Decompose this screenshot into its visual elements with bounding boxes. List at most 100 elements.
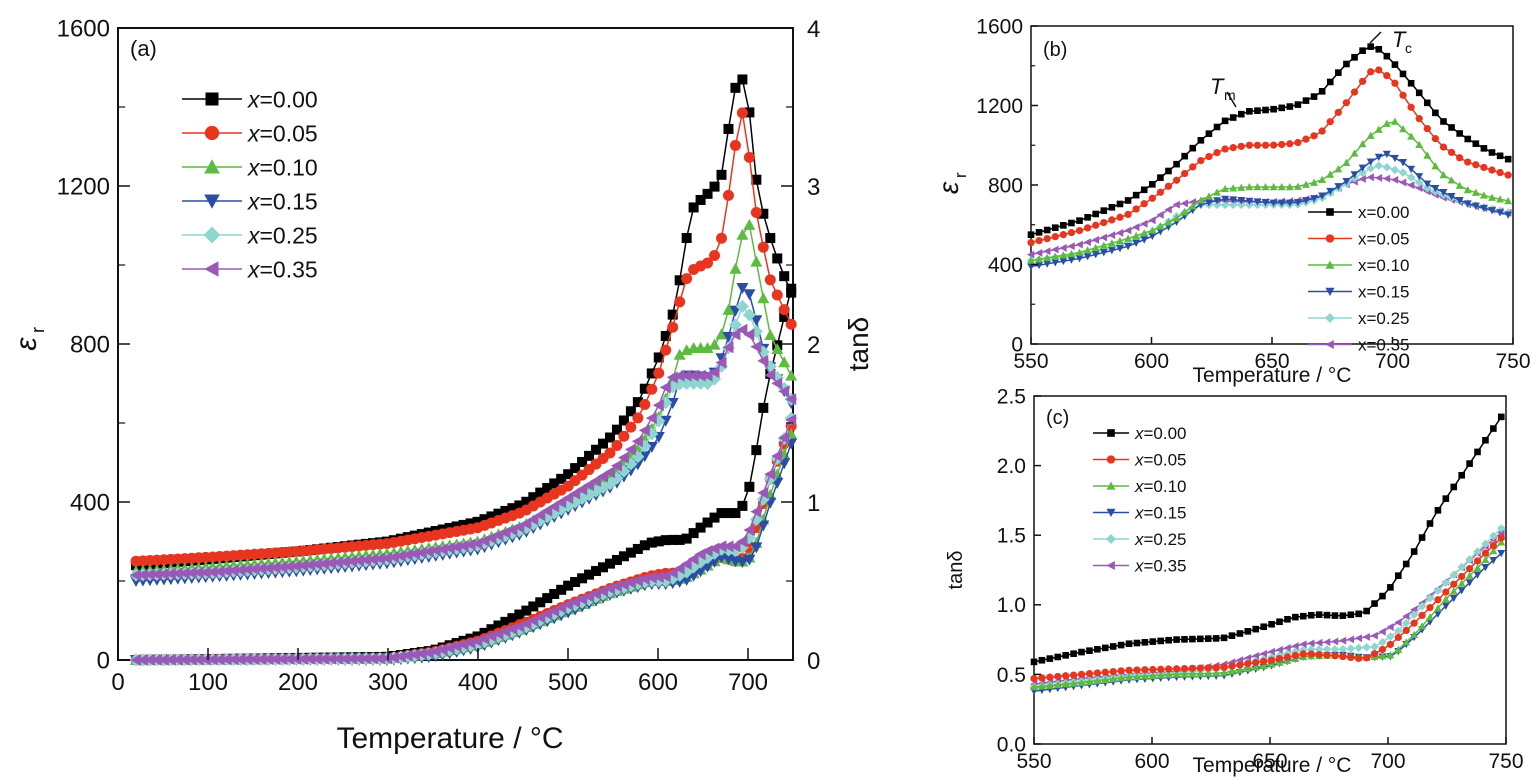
- data-point: [1418, 534, 1426, 541]
- data-point: [1237, 110, 1245, 118]
- data-point: [1253, 198, 1262, 206]
- data-point: [479, 627, 490, 638]
- data-point: [1450, 483, 1458, 491]
- panel-c-label: (c): [1046, 407, 1069, 429]
- data-point: [1038, 656, 1046, 664]
- data-point: [1133, 639, 1141, 647]
- data-point: [1302, 97, 1310, 104]
- data-point: [743, 289, 756, 301]
- data-point: [1188, 198, 1197, 207]
- data-point: [1030, 674, 1038, 683]
- data-point: [624, 576, 636, 589]
- x-tick-label: 300: [368, 669, 408, 696]
- data-point: [1197, 156, 1205, 165]
- data-point: [1212, 669, 1221, 677]
- data-point: [1275, 645, 1283, 654]
- data-point: [276, 561, 288, 574]
- panel-c-plot-area: [1029, 413, 1506, 696]
- data-point: [1480, 145, 1488, 152]
- data-point: [479, 514, 490, 525]
- legend-label: x=0.10: [247, 154, 318, 180]
- data-point: [778, 356, 791, 368]
- data-point: [1302, 197, 1310, 205]
- data-point: [604, 558, 615, 569]
- data-point: [764, 328, 777, 340]
- data-point: [1390, 175, 1399, 184]
- data-point: [1456, 154, 1464, 162]
- data-point: [1245, 197, 1254, 205]
- data-point: [1294, 101, 1302, 108]
- data-point: [521, 496, 532, 507]
- data-point: [1310, 132, 1318, 140]
- data-point: [1425, 594, 1435, 603]
- data-point: [1441, 578, 1451, 588]
- data-point: [1441, 595, 1450, 603]
- data-point: [715, 356, 727, 369]
- data-point: [1075, 255, 1084, 263]
- data-point: [1278, 104, 1286, 112]
- data-point: [730, 82, 741, 93]
- data-point: [1439, 170, 1448, 179]
- data-point: [1093, 669, 1101, 677]
- data-point: [1278, 140, 1286, 149]
- data-point: [653, 352, 664, 363]
- data-point: [625, 406, 636, 417]
- data-point: [750, 255, 763, 267]
- data-point: [1497, 413, 1505, 421]
- data-point: [1496, 168, 1504, 177]
- data-point: [514, 609, 525, 620]
- legend-label: x=0.10: [1358, 256, 1410, 275]
- data-point: [1285, 183, 1294, 191]
- data-point: [1181, 169, 1189, 178]
- data-point: [604, 432, 615, 443]
- data-point: [360, 554, 372, 567]
- data-point: [1302, 135, 1310, 143]
- data-point: [1442, 588, 1450, 596]
- data-point: [1390, 154, 1399, 163]
- data-point: [1117, 641, 1125, 649]
- data-point: [500, 616, 511, 627]
- data-point: [1434, 507, 1442, 514]
- data-point: [1363, 654, 1371, 662]
- y2-tick-label: 1: [807, 490, 820, 517]
- data-point: [136, 653, 148, 666]
- tm-annotation-main: T: [1210, 74, 1225, 99]
- data-point: [1458, 572, 1466, 581]
- data-point: [744, 481, 755, 492]
- legend-item: x=0.10: [1308, 256, 1410, 275]
- data-point: [1456, 130, 1463, 137]
- data-point: [1124, 197, 1132, 204]
- panel-c-x-axis-title: Temperature / °C: [1193, 754, 1352, 777]
- data-point: [1125, 640, 1133, 648]
- data-point: [1270, 105, 1277, 113]
- data-point: [1165, 636, 1172, 644]
- data-point: [1479, 204, 1488, 213]
- data-point: [457, 539, 469, 552]
- data-point: [1463, 200, 1472, 208]
- data-point: [1140, 236, 1149, 244]
- data-point: [750, 315, 763, 327]
- data-point: [1148, 232, 1157, 241]
- data-point: [1339, 652, 1347, 661]
- x-tick-label: 700: [1375, 350, 1410, 373]
- data-point: [1251, 651, 1260, 660]
- data-point: [1148, 226, 1157, 234]
- data-point: [1410, 619, 1418, 627]
- data-point: [1386, 651, 1395, 659]
- data-point: [1267, 656, 1276, 664]
- data-point: [1132, 205, 1140, 213]
- data-point: [1093, 676, 1102, 685]
- data-point: [206, 653, 218, 666]
- data-point: [709, 181, 720, 192]
- data-point: [1449, 587, 1458, 595]
- data-point: [1374, 153, 1383, 161]
- data-point: [1471, 188, 1480, 196]
- data-point: [136, 568, 148, 581]
- data-point: [1464, 135, 1472, 143]
- data-point: [1083, 224, 1092, 232]
- panel-a-y-title-main: ε: [10, 337, 43, 351]
- data-point: [1472, 140, 1480, 147]
- data-point: [743, 151, 755, 163]
- data-point: [366, 553, 378, 566]
- data-point: [1268, 620, 1275, 628]
